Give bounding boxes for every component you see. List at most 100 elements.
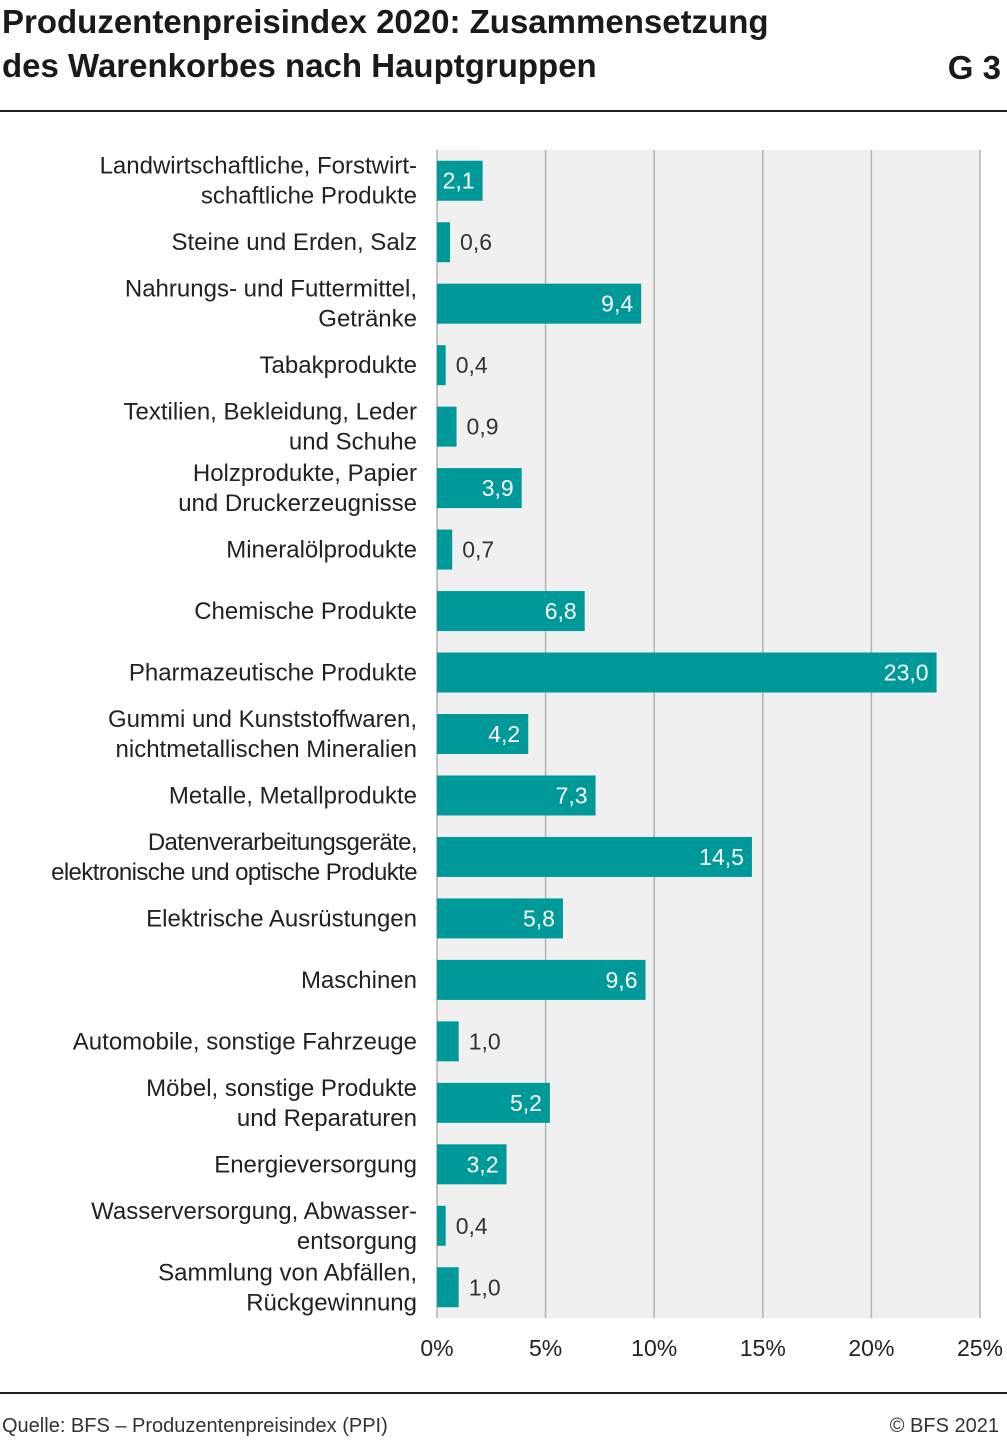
- bar: [437, 959, 646, 1000]
- category-label-line: Rückgewinnung: [246, 1289, 417, 1316]
- bar: [437, 1205, 446, 1246]
- category-label-line: Landwirtschaftliche, Forstwirt-: [100, 153, 417, 180]
- category-label: Maschinen: [301, 967, 417, 994]
- category-label-line: Wasserversorgung, Abwasser-: [91, 1198, 417, 1225]
- category-label-line: Datenverarbeitungsgeräte,: [148, 829, 417, 856]
- category-label-line: Nahrungs- und Futtermittel,: [125, 276, 417, 303]
- category-label: Landwirtschaftliche, Forstwirt-schaftlic…: [100, 153, 417, 210]
- data-label: 5,8: [523, 905, 555, 931]
- x-tick-label: 25%: [957, 1335, 1003, 1361]
- data-label: 0,9: [467, 414, 499, 440]
- category-label-line: entsorgung: [297, 1228, 417, 1255]
- category-label-line: Sammlung von Abfällen,: [158, 1259, 417, 1286]
- category-label-line: Maschinen: [301, 967, 417, 994]
- category-label: Nahrungs- und Futtermittel, Getränke: [125, 276, 417, 333]
- category-label-line: Textilien, Bekleidung, Leder: [123, 399, 417, 426]
- category-label: Metalle, Metallprodukte: [169, 782, 417, 809]
- category-label-line: und Reparaturen: [237, 1105, 417, 1132]
- x-tick-label: 5%: [529, 1335, 562, 1361]
- category-label-line: Energieversorgung: [214, 1151, 417, 1178]
- source-note: Quelle: BFS – Produzentenpreisindex (PPI…: [2, 1415, 388, 1437]
- category-label: Chemische Produkte: [194, 598, 417, 625]
- data-label: 0,4: [456, 352, 488, 378]
- bar: [437, 468, 522, 509]
- category-label-line: Tabakprodukte: [260, 352, 417, 379]
- category-label: Gummi und Kunststoffwaren, nichtmetallisc…: [108, 706, 417, 763]
- category-label: Mineralölprodukte: [226, 537, 417, 564]
- data-label: 23,0: [884, 660, 929, 686]
- category-label-line: Möbel, sonstige Produkte: [146, 1075, 417, 1102]
- data-label: 1,0: [469, 1028, 501, 1054]
- category-label-line: Chemische Produkte: [194, 598, 417, 625]
- category-label: Steine und Erden, Salz: [172, 229, 418, 256]
- data-label: 2,1: [443, 168, 475, 194]
- bar: [437, 160, 483, 201]
- figure-number: G 3: [947, 49, 1001, 86]
- bar: [437, 1021, 459, 1062]
- category-label-line: Elektrische Ausrüstungen: [146, 905, 417, 932]
- category-label-line: Pharmazeutische Produkte: [129, 660, 417, 687]
- category-label-line: Steine und Erden, Salz: [172, 229, 418, 256]
- category-label: Tabakprodukte: [260, 352, 417, 379]
- category-label: Energieversorgung: [214, 1151, 417, 1178]
- header-divider: [0, 110, 1007, 112]
- footer-divider: [0, 1392, 1007, 1394]
- category-label: Datenverarbeitungsgeräte, elektronische u…: [51, 829, 417, 886]
- data-label: 6,8: [545, 598, 577, 624]
- category-label-line: Automobile, sonstige Fahrzeuge: [73, 1028, 417, 1055]
- x-tick-label: 20%: [848, 1335, 894, 1361]
- bar: [437, 898, 563, 939]
- data-label: 14,5: [699, 844, 744, 870]
- data-label: 9,6: [606, 967, 638, 993]
- bar: [437, 775, 596, 816]
- data-label: 3,2: [467, 1151, 499, 1177]
- chart-title-line-1: Produzentenpreisindex 2020: Zusammensetz…: [2, 3, 769, 40]
- bar: [437, 1082, 550, 1123]
- category-label-line: nichtmetallischen Mineralien: [116, 736, 417, 763]
- bar: [437, 652, 937, 693]
- data-label: 7,3: [556, 782, 588, 808]
- chart-title-line-2: des Warenkorbes nach Hauptgruppen: [2, 47, 597, 84]
- category-label-line: schaftliche Produkte: [201, 183, 417, 210]
- category-label-line: Mineralölprodukte: [226, 537, 417, 564]
- bar: [437, 1267, 459, 1308]
- data-label: 3,9: [482, 475, 514, 501]
- category-label-line: und Schuhe: [289, 429, 417, 456]
- data-label: 0,7: [462, 537, 494, 563]
- bar: [437, 591, 585, 632]
- category-label: Pharmazeutische Produkte: [129, 660, 417, 687]
- category-label: Elektrische Ausrüstungen: [146, 905, 417, 932]
- x-tick-label: 0%: [420, 1335, 453, 1361]
- data-label: 0,4: [456, 1213, 488, 1239]
- bar: [437, 714, 529, 754]
- bar: [437, 222, 451, 263]
- data-label: 9,4: [601, 291, 633, 317]
- category-label-line: Getränke: [318, 306, 417, 333]
- data-label: 1,0: [469, 1274, 501, 1300]
- category-label: Sammlung von Abfällen, Rückgewinnung: [158, 1259, 417, 1316]
- bar: [437, 345, 446, 386]
- category-label: Holzprodukte, Papier und Druckerzeugnisse: [178, 460, 417, 517]
- data-label: 0,6: [460, 229, 492, 255]
- category-label: Textilien, Bekleidung, Leder und Schuhe: [123, 399, 417, 456]
- category-label-line: elektronische und optische Produkte: [51, 859, 417, 886]
- bar: [437, 529, 453, 570]
- category-label: Automobile, sonstige Fahrzeuge: [73, 1028, 417, 1055]
- x-tick-label: 15%: [740, 1335, 786, 1361]
- bar: [437, 1144, 507, 1185]
- category-label: Möbel, sonstige Produkte und Reparaturen: [146, 1075, 417, 1132]
- copyright-note: © BFS 2021: [889, 1415, 999, 1437]
- bar: [437, 836, 752, 877]
- data-label: 5,2: [510, 1090, 542, 1116]
- category-label-line: Metalle, Metallprodukte: [169, 782, 417, 809]
- data-label: 4,2: [488, 721, 520, 747]
- category-label-line: Holzprodukte, Papier: [193, 460, 417, 487]
- chart-title: Produzentenpreisindex 2020: Zusammensetz…: [2, 0, 902, 88]
- bar: [437, 283, 642, 324]
- x-tick-label: 10%: [631, 1335, 677, 1361]
- category-label-line: Gummi und Kunststoffwaren,: [108, 706, 417, 733]
- category-label-line: und Druckerzeugnisse: [178, 490, 417, 517]
- category-label: Wasserversorgung, Abwasser-entsorgung: [91, 1198, 417, 1255]
- bar: [437, 406, 457, 447]
